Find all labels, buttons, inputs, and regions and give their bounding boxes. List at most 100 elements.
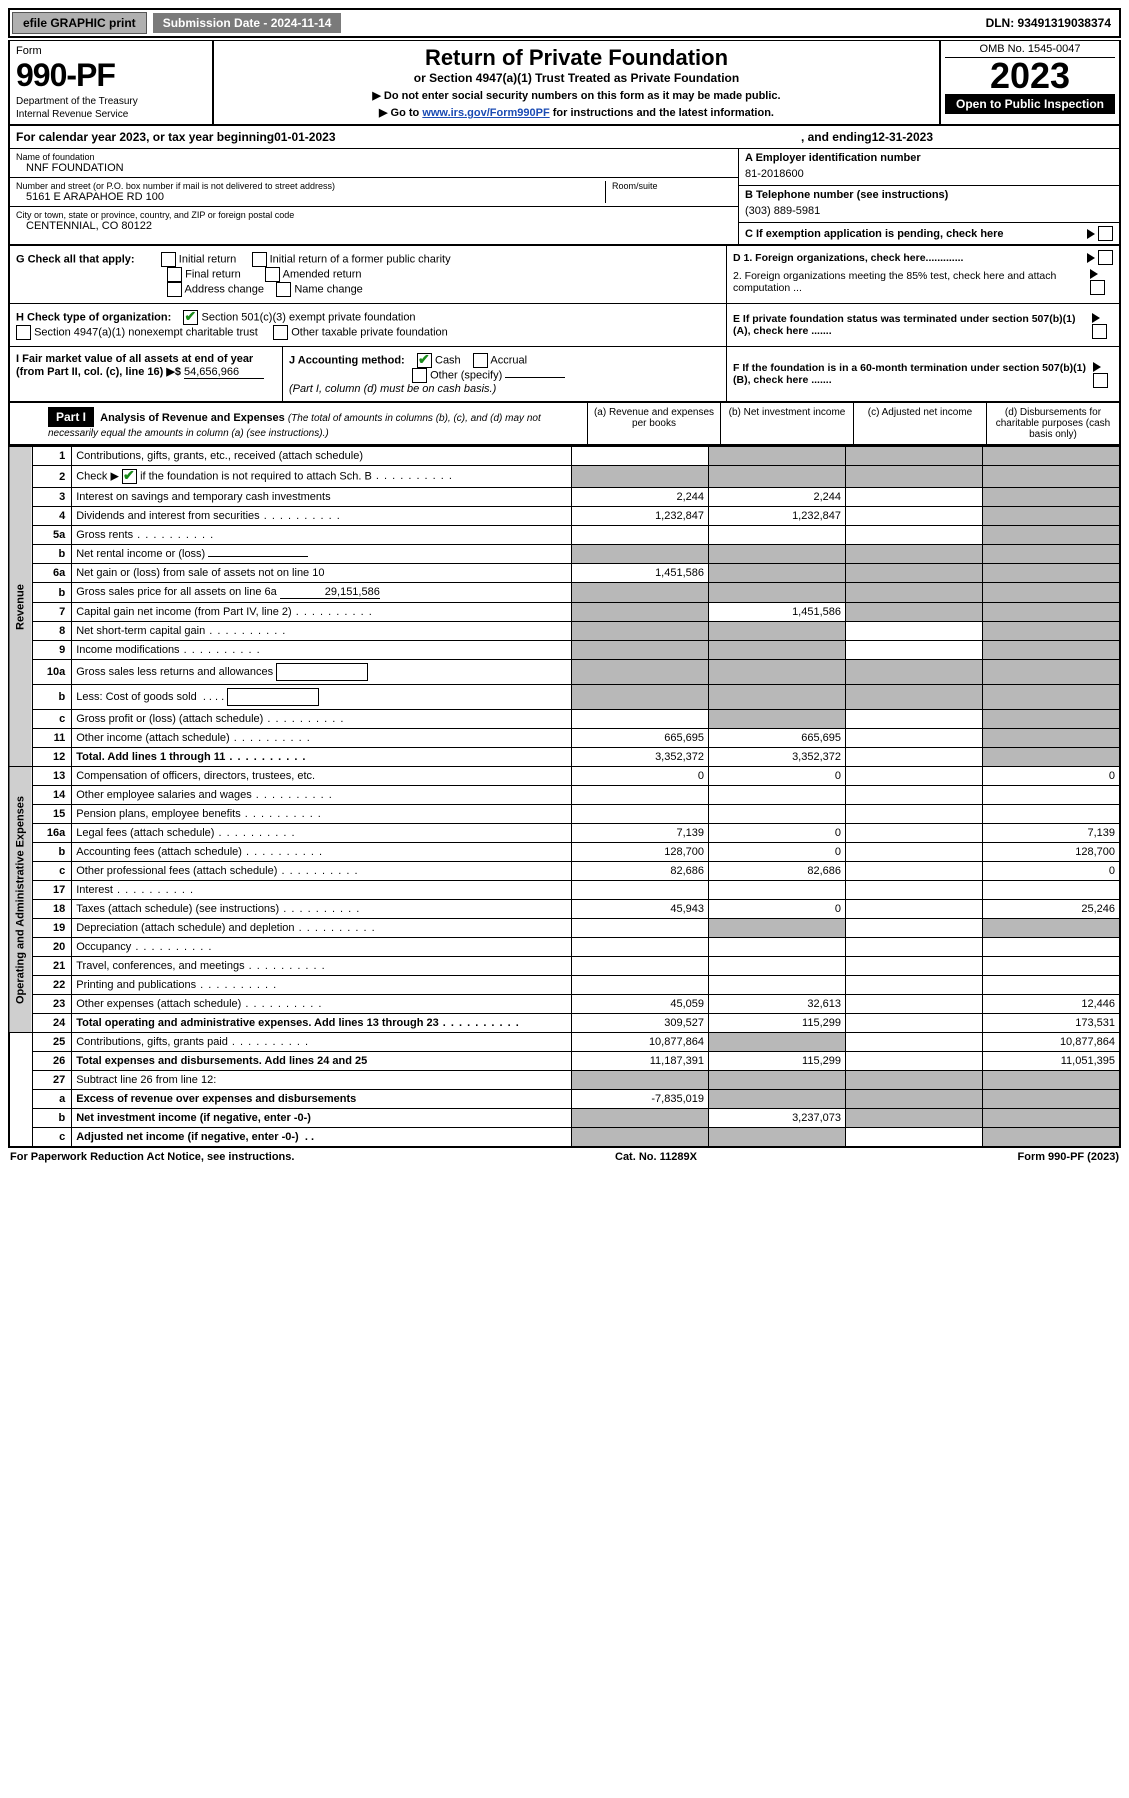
cash-checkbox[interactable] (417, 353, 432, 368)
line-23-d: 12,446 (983, 995, 1121, 1014)
exemption-checkbox[interactable] (1098, 226, 1113, 241)
line-10a-desc: Gross sales less returns and allowances (72, 660, 572, 685)
line-16b-d: 128,700 (983, 843, 1121, 862)
ein-value: 81-2018600 (745, 164, 1113, 182)
irs-label: Internal Revenue Service (16, 109, 206, 120)
amended-return-label: Amended return (283, 268, 362, 280)
line-27b-desc: Net investment income (if negative, ente… (72, 1109, 572, 1128)
4947-checkbox[interactable] (16, 325, 31, 340)
line-5a-desc: Gross rents (72, 526, 572, 545)
address-change-checkbox[interactable] (167, 282, 182, 297)
line-16c-a: 82,686 (572, 862, 709, 881)
arrow-icon (1087, 229, 1095, 239)
dln-label: DLN: 93491319038374 (986, 16, 1117, 30)
instruction-2: ▶ Go to www.irs.gov/Form990PF for instru… (222, 106, 931, 119)
line-24-d: 173,531 (983, 1014, 1121, 1033)
schb-checkbox[interactable] (122, 469, 137, 484)
cash-label: Cash (435, 354, 461, 366)
foundation-name: NNF FOUNDATION (16, 162, 732, 174)
line-8-desc: Net short-term capital gain (72, 622, 572, 641)
line-18-b: 0 (709, 900, 846, 919)
final-return-checkbox[interactable] (167, 267, 182, 282)
initial-return-checkbox[interactable] (161, 252, 176, 267)
line-25-a: 10,877,864 (572, 1033, 709, 1052)
tax-year-end: 12-31-2023 (872, 130, 933, 144)
line-2-desc: Check ▶ if the foundation is not require… (72, 466, 572, 488)
amended-return-checkbox[interactable] (265, 267, 280, 282)
line-3-a: 2,244 (572, 488, 709, 507)
part1-header-row: Part I Analysis of Revenue and Expenses … (8, 403, 1121, 446)
line-22-desc: Printing and publications (72, 976, 572, 995)
instruction-1: ▶ Do not enter social security numbers o… (222, 89, 931, 102)
accrual-label: Accrual (490, 354, 527, 366)
room-label: Room/suite (612, 181, 732, 191)
status-terminated-checkbox[interactable] (1092, 324, 1107, 339)
other-method-checkbox[interactable] (412, 368, 427, 383)
phone-label: B Telephone number (see instructions) (745, 189, 1113, 201)
exemption-pending-label: C If exemption application is pending, c… (745, 228, 1004, 240)
other-taxable-checkbox[interactable] (273, 325, 288, 340)
form-ref: Form 990-PF (2023) (1018, 1151, 1119, 1163)
line-11-desc: Other income (attach schedule) (72, 729, 572, 748)
line-24-a: 309,527 (572, 1014, 709, 1033)
line-4-a: 1,232,847 (572, 507, 709, 526)
line-26-d: 11,051,395 (983, 1052, 1121, 1071)
form-subtitle: or Section 4947(a)(1) Trust Treated as P… (222, 71, 931, 85)
name-change-checkbox[interactable] (276, 282, 291, 297)
line-19-desc: Depreciation (attach schedule) and deple… (72, 919, 572, 938)
line-6b-desc: Gross sales price for all assets on line… (72, 583, 572, 603)
line-10b-desc: Less: Cost of goods sold . . . . (72, 685, 572, 710)
line-27a-desc: Excess of revenue over expenses and disb… (72, 1090, 572, 1109)
line-3-desc: Interest on savings and temporary cash i… (72, 488, 572, 507)
60month-checkbox[interactable] (1093, 373, 1108, 388)
foreign-org-checkbox[interactable] (1098, 250, 1113, 265)
501c3-checkbox[interactable] (183, 310, 198, 325)
line-4-desc: Dividends and interest from securities (72, 507, 572, 526)
initial-public-checkbox[interactable] (252, 252, 267, 267)
tax-year: 2023 (945, 58, 1115, 94)
address-change-label: Address change (185, 283, 265, 295)
page-footer: For Paperwork Reduction Act Notice, see … (8, 1148, 1121, 1166)
efile-button[interactable]: efile GRAPHIC print (12, 12, 147, 34)
line-25-d: 10,877,864 (983, 1033, 1121, 1052)
line-16c-b: 82,686 (709, 862, 846, 881)
line-15-desc: Pension plans, employee benefits (72, 805, 572, 824)
accrual-checkbox[interactable] (473, 353, 488, 368)
city-state-zip: CENTENNIAL, CO 80122 (16, 220, 732, 232)
line-23-desc: Other expenses (attach schedule) (72, 995, 572, 1014)
form-title: Return of Private Foundation (222, 45, 931, 71)
line-11-b: 665,695 (709, 729, 846, 748)
line-18-a: 45,943 (572, 900, 709, 919)
line-16b-a: 128,700 (572, 843, 709, 862)
line-7-desc: Capital gain net income (from Part IV, l… (72, 603, 572, 622)
line-16a-desc: Legal fees (attach schedule) (72, 824, 572, 843)
line-12-b: 3,352,372 (709, 748, 846, 767)
line-16b-desc: Accounting fees (attach schedule) (72, 843, 572, 862)
line-26-b: 115,299 (709, 1052, 846, 1071)
col-d-header: (d) Disbursements for charitable purpose… (986, 403, 1119, 444)
part1-title: Analysis of Revenue and Expenses (100, 412, 285, 424)
line-18-desc: Taxes (attach schedule) (see instruction… (72, 900, 572, 919)
line-13-d: 0 (983, 767, 1121, 786)
line-10c-desc: Gross profit or (loss) (attach schedule) (72, 710, 572, 729)
name-label: Name of foundation (16, 152, 732, 162)
4947-label: Section 4947(a)(1) nonexempt charitable … (34, 326, 258, 338)
line-27b-b: 3,237,073 (709, 1109, 846, 1128)
arrow-icon (1092, 313, 1100, 323)
line-13-a: 0 (572, 767, 709, 786)
open-inspection-badge: Open to Public Inspection (945, 94, 1115, 114)
line-26-desc: Total expenses and disbursements. Add li… (72, 1052, 572, 1071)
line-16a-d: 7,139 (983, 824, 1121, 843)
line-12-desc: Total. Add lines 1 through 11 (72, 748, 572, 767)
foreign-85-checkbox[interactable] (1090, 280, 1105, 295)
line-11-a: 665,695 (572, 729, 709, 748)
line-18-d: 25,246 (983, 900, 1121, 919)
entity-info: Name of foundation NNF FOUNDATION Number… (8, 149, 1121, 246)
line-13-desc: Compensation of officers, directors, tru… (72, 767, 572, 786)
paperwork-notice: For Paperwork Reduction Act Notice, see … (10, 1151, 294, 1163)
line-16a-b: 0 (709, 824, 846, 843)
analysis-table: Revenue 1 Contributions, gifts, grants, … (8, 446, 1121, 1148)
line-27-desc: Subtract line 26 from line 12: (72, 1071, 572, 1090)
irs-link[interactable]: www.irs.gov/Form990PF (422, 107, 549, 119)
g-label: G Check all that apply: (16, 253, 135, 265)
